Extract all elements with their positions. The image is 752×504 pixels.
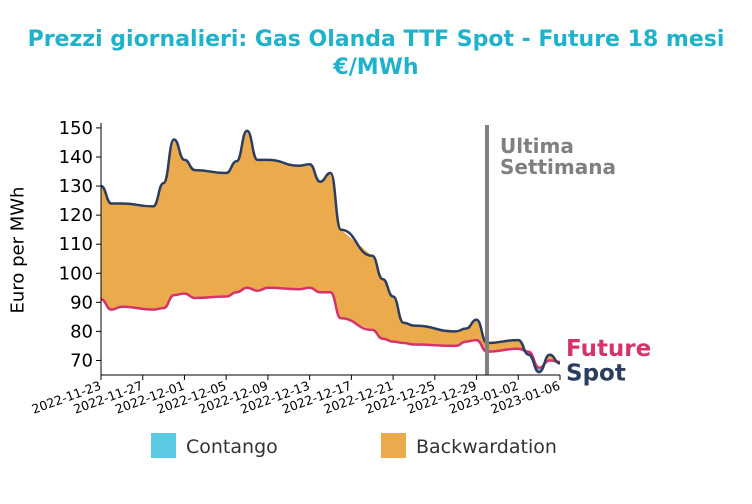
chart-title-line2: €/MWh xyxy=(332,55,418,80)
legend-swatch-backwardation xyxy=(381,433,406,458)
y-tick-label: 80 xyxy=(70,321,93,342)
future-end-label: Future xyxy=(566,336,651,362)
chart-title-line1: Prezzi giornalieri: Gas Olanda TTF Spot … xyxy=(28,27,725,52)
last-week-label-line1: Ultima xyxy=(500,134,574,158)
future-series-line xyxy=(100,286,561,369)
y-ticks: 70 80 90 100 110 120 130 140 150 xyxy=(59,118,101,371)
y-tick-label: 90 xyxy=(70,292,93,313)
legend-label-contango: Contango xyxy=(186,436,278,458)
y-axis-label: Euro per MWh xyxy=(7,187,28,314)
x-ticks: 2022-11-232022-11-272022-12-012022-12-05… xyxy=(30,375,562,417)
y-tick-label: 140 xyxy=(59,147,93,168)
y-tick-label: 130 xyxy=(59,176,93,197)
legend: Contango Backwardation xyxy=(151,433,557,458)
y-tick-label: 70 xyxy=(70,350,93,371)
last-week-label-line2: Settimana xyxy=(500,155,616,179)
legend-label-backwardation: Backwardation xyxy=(416,436,557,458)
y-tick-label: 100 xyxy=(59,263,93,284)
spread-areas xyxy=(101,130,560,373)
backwardation-area xyxy=(101,130,560,373)
legend-swatch-contango xyxy=(151,433,176,458)
spot-end-label: Spot xyxy=(566,360,626,386)
y-tick-label: 110 xyxy=(59,234,93,255)
axes xyxy=(100,123,560,376)
y-tick-label: 150 xyxy=(59,118,93,139)
y-tick-label: 120 xyxy=(59,205,93,226)
